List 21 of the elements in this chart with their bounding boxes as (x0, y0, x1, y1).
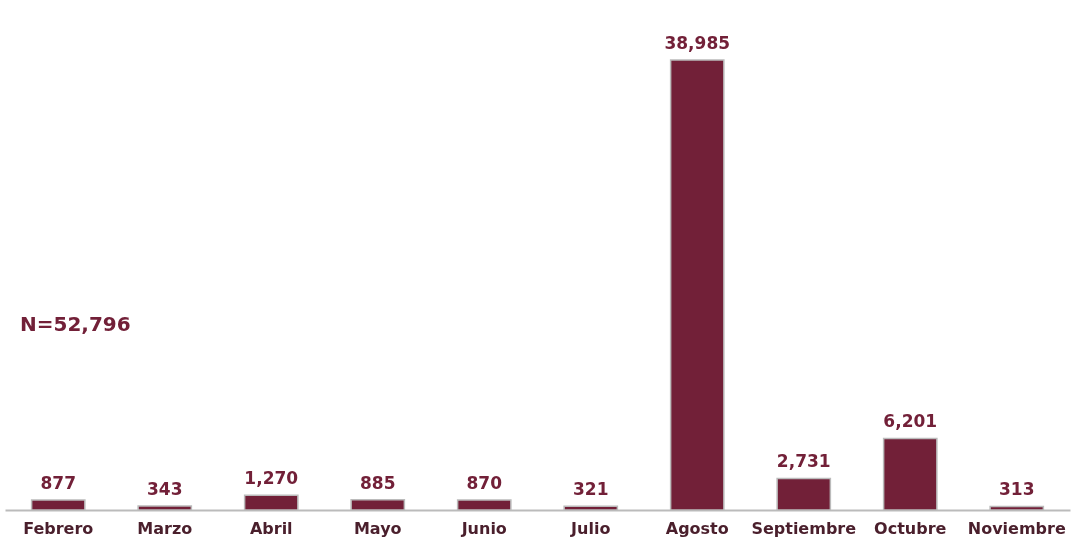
data-label: 38,985 (664, 33, 731, 53)
data-label: 877 (40, 472, 76, 493)
data-label: 885 (360, 472, 396, 493)
annotation: N=52,796 (20, 312, 131, 336)
x-tick-label: Septiembre (751, 518, 857, 538)
x-tick-label: Agosto (665, 518, 729, 538)
x-tick-label: Febrero (23, 518, 94, 538)
data-label: 6,201 (883, 411, 938, 432)
data-label: 343 (147, 479, 183, 500)
x-tick-label: Marzo (137, 518, 193, 538)
x-tick-label: Noviembre (967, 518, 1066, 538)
data-label: 2,731 (776, 451, 831, 472)
data-label: 870 (466, 472, 503, 493)
x-tick-label: Mayo (353, 518, 402, 538)
x-tick-label: Julio (570, 518, 611, 538)
x-tick-label: Octubre (874, 518, 947, 538)
data-label: 313 (999, 479, 1035, 500)
data-label: 321 (573, 479, 609, 500)
x-tick-label: Abril (249, 518, 293, 538)
data-label: 1,270 (244, 468, 299, 489)
x-tick-label: Junio (460, 518, 507, 538)
